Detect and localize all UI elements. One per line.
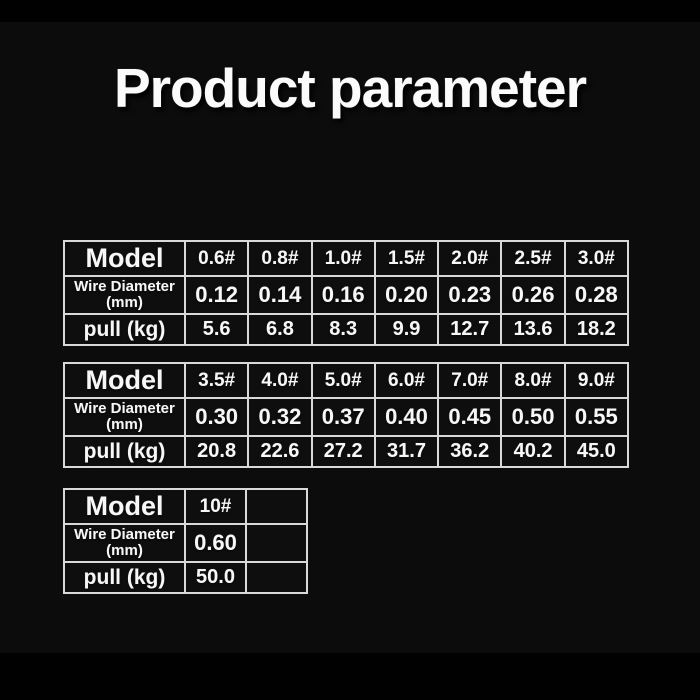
empty-cell bbox=[245, 523, 308, 563]
cell-value: 0.37 bbox=[310, 397, 376, 437]
cell-value: 0.32 bbox=[247, 397, 313, 437]
cell-value: 1.5# bbox=[373, 240, 440, 277]
cell-value: 0.23 bbox=[437, 275, 503, 315]
cell-value: 0.28 bbox=[563, 275, 630, 315]
cell-value: 0.12 bbox=[183, 275, 250, 315]
cell-value: 8.3 bbox=[310, 313, 376, 346]
cell-value: 0.30 bbox=[183, 397, 250, 437]
cell-value: 3.0# bbox=[563, 240, 630, 277]
bottom-black-bar bbox=[0, 653, 700, 700]
cell-value: 0.40 bbox=[373, 397, 440, 437]
table-row: Model 0.6# 0.8# 1.0# 1.5# 2.0# 2.5# 3.0# bbox=[63, 240, 630, 277]
table-row: pull (kg) 20.8 22.6 27.2 31.7 36.2 40.2 45.0 bbox=[63, 435, 630, 468]
row-label-pull: pull (kg) bbox=[63, 435, 186, 468]
cell-value: 0.16 bbox=[310, 275, 376, 315]
table: Model 3.5# 4.0# 5.0# 6.0# 7.0# 8.0# 9.0# Wire Di… bbox=[63, 362, 630, 468]
page-title: Product parameter bbox=[113, 57, 587, 119]
cell-value: 40.2 bbox=[500, 435, 566, 468]
cell-value: 18.2 bbox=[563, 313, 630, 346]
row-label-diameter: Wire Diameter (mm) bbox=[63, 275, 186, 315]
row-label-pull: pull (kg) bbox=[63, 313, 186, 346]
cell-value: 7.0# bbox=[437, 362, 503, 399]
table-row: Wire Diameter (mm) 0.30 0.32 0.37 0.40 0.45 0.5… bbox=[63, 397, 630, 437]
cell-value: 6.8 bbox=[247, 313, 313, 346]
cell-value: 0.14 bbox=[247, 275, 313, 315]
cell-value: 0.20 bbox=[373, 275, 440, 315]
cell-value: 9.9 bbox=[373, 313, 440, 346]
cell-value: 0.60 bbox=[184, 523, 247, 563]
empty-cell bbox=[245, 488, 308, 525]
cell-value: 20.8 bbox=[183, 435, 250, 468]
cell-value: 6.0# bbox=[373, 362, 440, 399]
table-row: Model 10# bbox=[63, 488, 308, 525]
cell-value: 5.6 bbox=[183, 313, 250, 346]
cell-value: 0.26 bbox=[500, 275, 566, 315]
spec-table-1: Model 0.6# 0.8# 1.0# 1.5# 2.0# 2.5# 3.0# Wire Di… bbox=[63, 240, 630, 346]
row-label-pull: pull (kg) bbox=[63, 561, 186, 594]
cell-value: 27.2 bbox=[310, 435, 376, 468]
top-black-bar bbox=[0, 0, 700, 22]
cell-value: 36.2 bbox=[437, 435, 503, 468]
cell-value: 50.0 bbox=[184, 561, 247, 594]
row-label-model: Model bbox=[63, 488, 186, 525]
cell-value: 9.0# bbox=[563, 362, 630, 399]
table-row: Wire Diameter (mm) 0.12 0.14 0.16 0.20 0.23 0.2… bbox=[63, 275, 630, 315]
table-row: pull (kg) 5.6 6.8 8.3 9.9 12.7 13.6 18.2 bbox=[63, 313, 630, 346]
cell-value: 0.45 bbox=[437, 397, 503, 437]
cell-value: 4.0# bbox=[247, 362, 313, 399]
cell-value: 13.6 bbox=[500, 313, 566, 346]
cell-value: 0.8# bbox=[247, 240, 313, 277]
cell-value: 2.0# bbox=[437, 240, 503, 277]
table-row: Wire Diameter (mm) 0.60 bbox=[63, 523, 308, 563]
cell-value: 0.50 bbox=[500, 397, 566, 437]
cell-value: 3.5# bbox=[183, 362, 250, 399]
cell-value: 31.7 bbox=[373, 435, 440, 468]
table: Model 0.6# 0.8# 1.0# 1.5# 2.0# 2.5# 3.0# Wire Di… bbox=[63, 240, 630, 346]
table-row: pull (kg) 50.0 bbox=[63, 561, 308, 594]
cell-value: 45.0 bbox=[563, 435, 630, 468]
cell-value: 8.0# bbox=[500, 362, 566, 399]
spec-table-2: Model 3.5# 4.0# 5.0# 6.0# 7.0# 8.0# 9.0# Wire Di… bbox=[63, 362, 630, 468]
cell-value: 22.6 bbox=[247, 435, 313, 468]
cell-value: 12.7 bbox=[437, 313, 503, 346]
cell-value: 10# bbox=[184, 488, 247, 525]
cell-value: 0.6# bbox=[183, 240, 250, 277]
cell-value: 5.0# bbox=[310, 362, 376, 399]
cell-value: 0.55 bbox=[563, 397, 630, 437]
table-row: Model 3.5# 4.0# 5.0# 6.0# 7.0# 8.0# 9.0# bbox=[63, 362, 630, 399]
empty-cell bbox=[245, 561, 308, 594]
cell-value: 1.0# bbox=[310, 240, 376, 277]
row-label-model: Model bbox=[63, 362, 186, 399]
table: Model 10# Wire Diameter (mm) 0.60 pull (kg) 50… bbox=[63, 488, 308, 594]
spec-table-3: Model 10# Wire Diameter (mm) 0.60 pull (kg) 50… bbox=[63, 488, 308, 594]
cell-value: 2.5# bbox=[500, 240, 566, 277]
row-label-model: Model bbox=[63, 240, 186, 277]
row-label-diameter: Wire Diameter (mm) bbox=[63, 523, 186, 563]
row-label-diameter: Wire Diameter (mm) bbox=[63, 397, 186, 437]
